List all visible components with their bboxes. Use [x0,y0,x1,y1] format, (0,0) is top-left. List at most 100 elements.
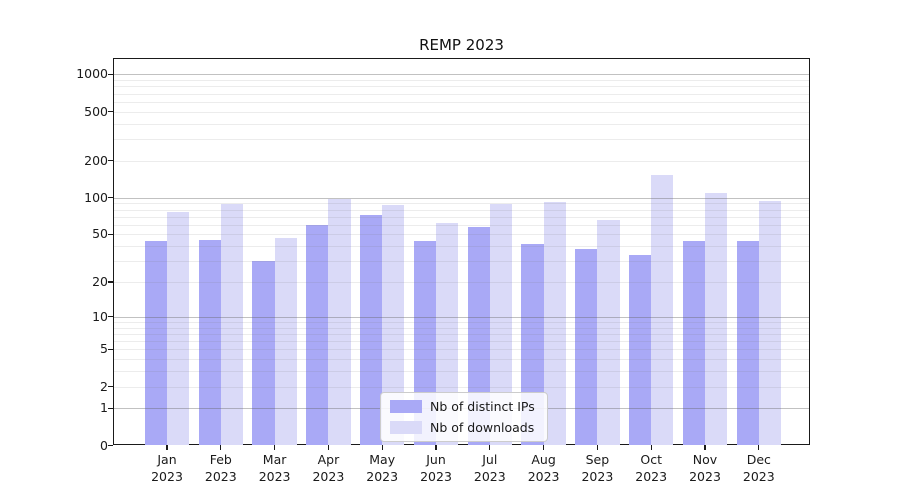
legend-swatch-downloads [390,421,422,434]
y-tick-label-500: 500 [84,103,108,119]
x-tick-mark-apr [327,444,330,450]
x-tick-label-oct: Oct 2023 [635,452,668,484]
bar-downloads-dec [758,200,782,446]
x-tick-label-jun: Jun 2023 [420,452,452,484]
gridline-700 [114,93,809,95]
bar-distinct-ips-jul [467,227,490,446]
legend: Nb of distinct IPs Nb of downloads [380,392,548,442]
bar-downloads-jan [167,212,190,446]
y-tick-mark-50 [107,233,113,236]
legend-row-distinct-ips: Nb of distinct IPs [390,399,538,414]
gridline-300 [114,139,809,141]
gridline-90 [114,203,809,205]
y-tick-mark-200 [107,160,113,162]
x-tick-mark-sep [596,444,599,450]
x-tick-label-jul: Jul 2023 [473,452,506,484]
gridline-4 [114,359,809,361]
legend-label-downloads: Nb of downloads [430,420,535,435]
gridline-8 [114,327,809,329]
bar-distinct-ips-dec [736,241,759,446]
gridline-9 [114,321,809,323]
y-tick-label-10: 10 [92,308,108,324]
x-tick-mark-oct [650,444,652,450]
y-tick-mark-2 [107,385,113,388]
y-tick-mark-500 [107,110,113,113]
gridline-30 [114,261,809,263]
x-tick-label-feb: Feb 2023 [204,452,237,484]
x-tick-label-nov: Nov 2023 [689,452,721,484]
y-tick-mark-100 [107,196,113,199]
gridline-500 [114,111,809,113]
legend-swatch-distinct-ips [390,400,422,413]
y-tick-mark-20 [107,281,113,283]
y-tick-label-1: 1 [100,400,108,416]
gridline-20 [114,282,809,283]
gridlines-layer [114,59,809,444]
gridline-800 [114,86,809,88]
gridline-400 [114,123,809,125]
gridline-60 [114,224,809,226]
x-tick-mark-jul [489,444,491,450]
y-tick-mark-5 [107,348,113,350]
x-tick-mark-may [381,444,383,450]
bar-downloads-feb [220,203,244,446]
gridline-200 [114,160,809,162]
y-tick-mark-0 [107,444,113,447]
y-tick-label-50: 50 [92,226,108,242]
plot-area: 1000 500 200 100 50 20 10 5 2 1 0 Jan 2023 Feb 2023 Mar… [76,58,810,484]
x-tick-mark-jun [435,444,437,450]
gridline-70 [114,216,809,218]
bar-distinct-ips-oct [628,254,652,446]
bar-downloads-jul [489,203,513,446]
bar-distinct-ips-mar [252,261,275,446]
bar-distinct-ips-may [359,215,383,446]
bar-downloads-aug [543,202,566,446]
y-tick-mark-10 [107,316,113,318]
x-tick-mark-feb [220,444,222,450]
bar-downloads-jun [436,223,459,446]
x-tick-label-sep: Sep 2023 [581,452,614,484]
ticks-layer: 1000 500 200 100 50 20 10 5 2 1 0 Jan 2023 Feb 2023 Mar… [76,59,809,484]
y-tick-mark-1 [107,407,113,409]
x-tick-label-dec: Dec 2023 [742,452,775,484]
x-tick-mark-nov [704,444,706,450]
bar-downloads-may [382,205,405,446]
bar-distinct-ips-apr [306,224,329,446]
bar-distinct-ips-feb [198,239,221,446]
x-tick-mark-mar [273,444,276,450]
gridline-600 [114,101,809,103]
gridline-10 [114,316,809,318]
bar-downloads-nov [705,192,728,446]
y-tick-label-2: 2 [100,378,108,394]
bar-downloads-mar [274,237,297,446]
gridline-50 [114,234,809,236]
gridline-3 [114,371,809,373]
gridline-7 [114,333,809,335]
x-tick-label-may: May 2023 [366,452,399,484]
gridline-900 [114,80,809,82]
x-tick-label-jan: Jan 2023 [151,452,183,484]
bar-downloads-sep [597,219,620,446]
gridline-6 [114,341,809,342]
chart-title: REMP 2023 [419,36,504,54]
legend-label-distinct-ips: Nb of distinct IPs [430,399,535,414]
y-tick-label-5: 5 [100,341,108,357]
y-tick-label-100: 100 [84,189,108,205]
y-tick-label-20: 20 [92,274,108,289]
bar-distinct-ips-jan [144,241,167,446]
x-tick-mark-aug [542,444,545,450]
y-tick-label-1000: 1000 [76,66,108,82]
bar-downloads-apr [328,198,351,446]
gridline-40 [114,246,809,248]
legend-row-downloads: Nb of downloads [390,420,538,435]
y-tick-mark-1000 [107,73,113,76]
bar-distinct-ips-sep [575,248,598,446]
gridline-5 [114,349,809,351]
x-tick-mark-jan [166,444,168,450]
x-tick-label-mar: Mar 2023 [258,452,291,484]
gridline-100 [114,197,809,199]
x-tick-label-apr: Apr 2023 [312,452,345,484]
y-tick-label-200: 200 [84,152,108,168]
x-tick-label-aug: Aug 2023 [527,452,560,484]
